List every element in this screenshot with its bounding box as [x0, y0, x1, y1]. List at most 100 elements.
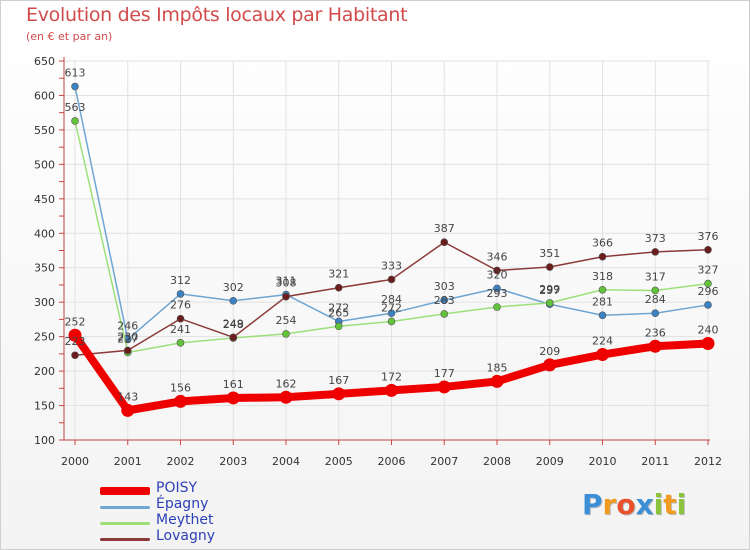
chart-subtitle: (en € et par an) [26, 30, 113, 43]
data-point-meythet [651, 286, 660, 295]
data-point-lovagny [440, 238, 449, 247]
data-point-pagny [440, 296, 449, 304]
y-tick-label: 350 [34, 262, 55, 275]
data-label-lovagny: 223 [65, 335, 86, 348]
data-label-lovagny: 321 [328, 268, 349, 281]
data-point-lovagny [545, 263, 554, 271]
data-label-pagny: 302 [223, 281, 244, 294]
data-point-lovagny [176, 314, 185, 323]
data-point-poisy [648, 339, 662, 353]
data-point-lovagny [598, 252, 607, 261]
data-label-meythet: 293 [487, 287, 508, 300]
y-tick-label: 500 [34, 158, 55, 171]
x-tick-label: 2011 [641, 455, 669, 468]
data-point-poisy [121, 403, 135, 417]
proxiti-logo: Proxiti [582, 488, 686, 521]
data-label-poisy: 177 [434, 367, 455, 380]
data-label-meythet: 563 [65, 101, 86, 114]
data-point-lovagny [651, 248, 660, 256]
data-point-poisy [701, 337, 715, 351]
y-tick-label: 650 [34, 55, 55, 68]
data-label-poisy: 143 [117, 390, 138, 403]
data-label-lovagny: 333 [381, 259, 402, 272]
x-tick-label: 2002 [167, 455, 195, 468]
data-label-meythet: 283 [434, 294, 455, 307]
data-label-pagny: 311 [276, 275, 297, 288]
data-point-meythet [440, 310, 449, 318]
data-label-poisy: 240 [698, 324, 719, 337]
data-label-lovagny: 366 [592, 237, 613, 250]
y-tick-label: 400 [34, 227, 55, 240]
logo-letter: r [602, 488, 617, 521]
data-point-poisy [490, 374, 504, 388]
x-tick-label: 2003 [219, 455, 247, 468]
data-label-meythet: 272 [381, 301, 402, 314]
x-tick-label: 2010 [589, 455, 617, 468]
data-point-lovagny [704, 246, 712, 254]
data-label-lovagny: 230 [117, 330, 138, 343]
logo-letter: o [616, 488, 636, 521]
data-point-poisy [279, 390, 293, 404]
data-point-meythet [493, 303, 501, 311]
legend-swatch [100, 487, 150, 495]
legend-label: POISY [156, 480, 198, 496]
data-label-poisy: 162 [276, 377, 297, 390]
data-point-meythet [545, 299, 554, 307]
data-label-pagny: 297 [539, 284, 560, 297]
data-point-lovagny [282, 292, 290, 301]
data-point-lovagny [229, 333, 238, 342]
data-label-pagny: 296 [698, 285, 719, 298]
y-tick-label: 200 [34, 365, 55, 378]
data-label-lovagny: 308 [276, 277, 297, 290]
x-tick-label: 2012 [694, 455, 722, 468]
data-label-pagny: 284 [381, 293, 402, 306]
data-label-pagny: 613 [65, 66, 86, 79]
data-label-meythet: 227 [117, 332, 138, 345]
logo-letter: i [676, 488, 687, 521]
data-label-lovagny: 351 [539, 247, 560, 260]
data-point-pagny [387, 309, 396, 318]
logo-letter: P [582, 488, 603, 521]
data-label-meythet: 265 [328, 306, 349, 319]
data-label-pagny: 246 [117, 319, 138, 332]
data-label-poisy: 252 [65, 315, 86, 328]
y-tick-label: 100 [34, 434, 55, 447]
legend-label: Épagny [156, 496, 209, 512]
data-point-poisy [596, 348, 609, 362]
data-label-poisy: 185 [487, 361, 508, 374]
y-tick-label: 450 [34, 193, 55, 206]
logo-letter: t [663, 488, 677, 521]
data-point-pagny [651, 309, 660, 318]
data-point-meythet [387, 317, 396, 326]
data-label-poisy: 236 [645, 326, 666, 339]
data-label-poisy: 161 [223, 378, 244, 391]
x-tick-label: 2009 [536, 455, 564, 468]
legend-swatch [100, 506, 150, 509]
data-point-lovagny [387, 275, 396, 284]
data-label-pagny: 281 [592, 295, 613, 308]
y-tick-label: 300 [34, 296, 55, 309]
data-label-lovagny: 249 [223, 317, 244, 330]
x-tick-label: 2001 [114, 455, 142, 468]
data-label-pagny: 272 [328, 301, 349, 314]
data-point-meythet [71, 117, 79, 125]
data-label-pagny: 320 [487, 268, 508, 281]
data-point-poisy [543, 358, 557, 372]
data-label-poisy: 172 [381, 370, 402, 383]
legend-swatch [100, 522, 150, 525]
y-tick-label: 250 [34, 331, 55, 344]
data-label-lovagny: 387 [434, 222, 455, 235]
data-point-pagny [598, 311, 607, 320]
data-label-lovagny: 376 [698, 230, 719, 243]
data-point-pagny [71, 82, 79, 91]
data-label-meythet: 254 [276, 314, 297, 327]
data-label-meythet: 327 [698, 264, 719, 277]
data-label-pagny: 284 [645, 293, 666, 306]
x-tick-label: 2008 [483, 455, 511, 468]
x-tick-label: 2004 [272, 455, 300, 468]
data-point-pagny [704, 301, 712, 309]
legend-label: Lovagny [156, 528, 216, 544]
data-point-lovagny [123, 346, 132, 355]
data-point-meythet [334, 322, 343, 331]
